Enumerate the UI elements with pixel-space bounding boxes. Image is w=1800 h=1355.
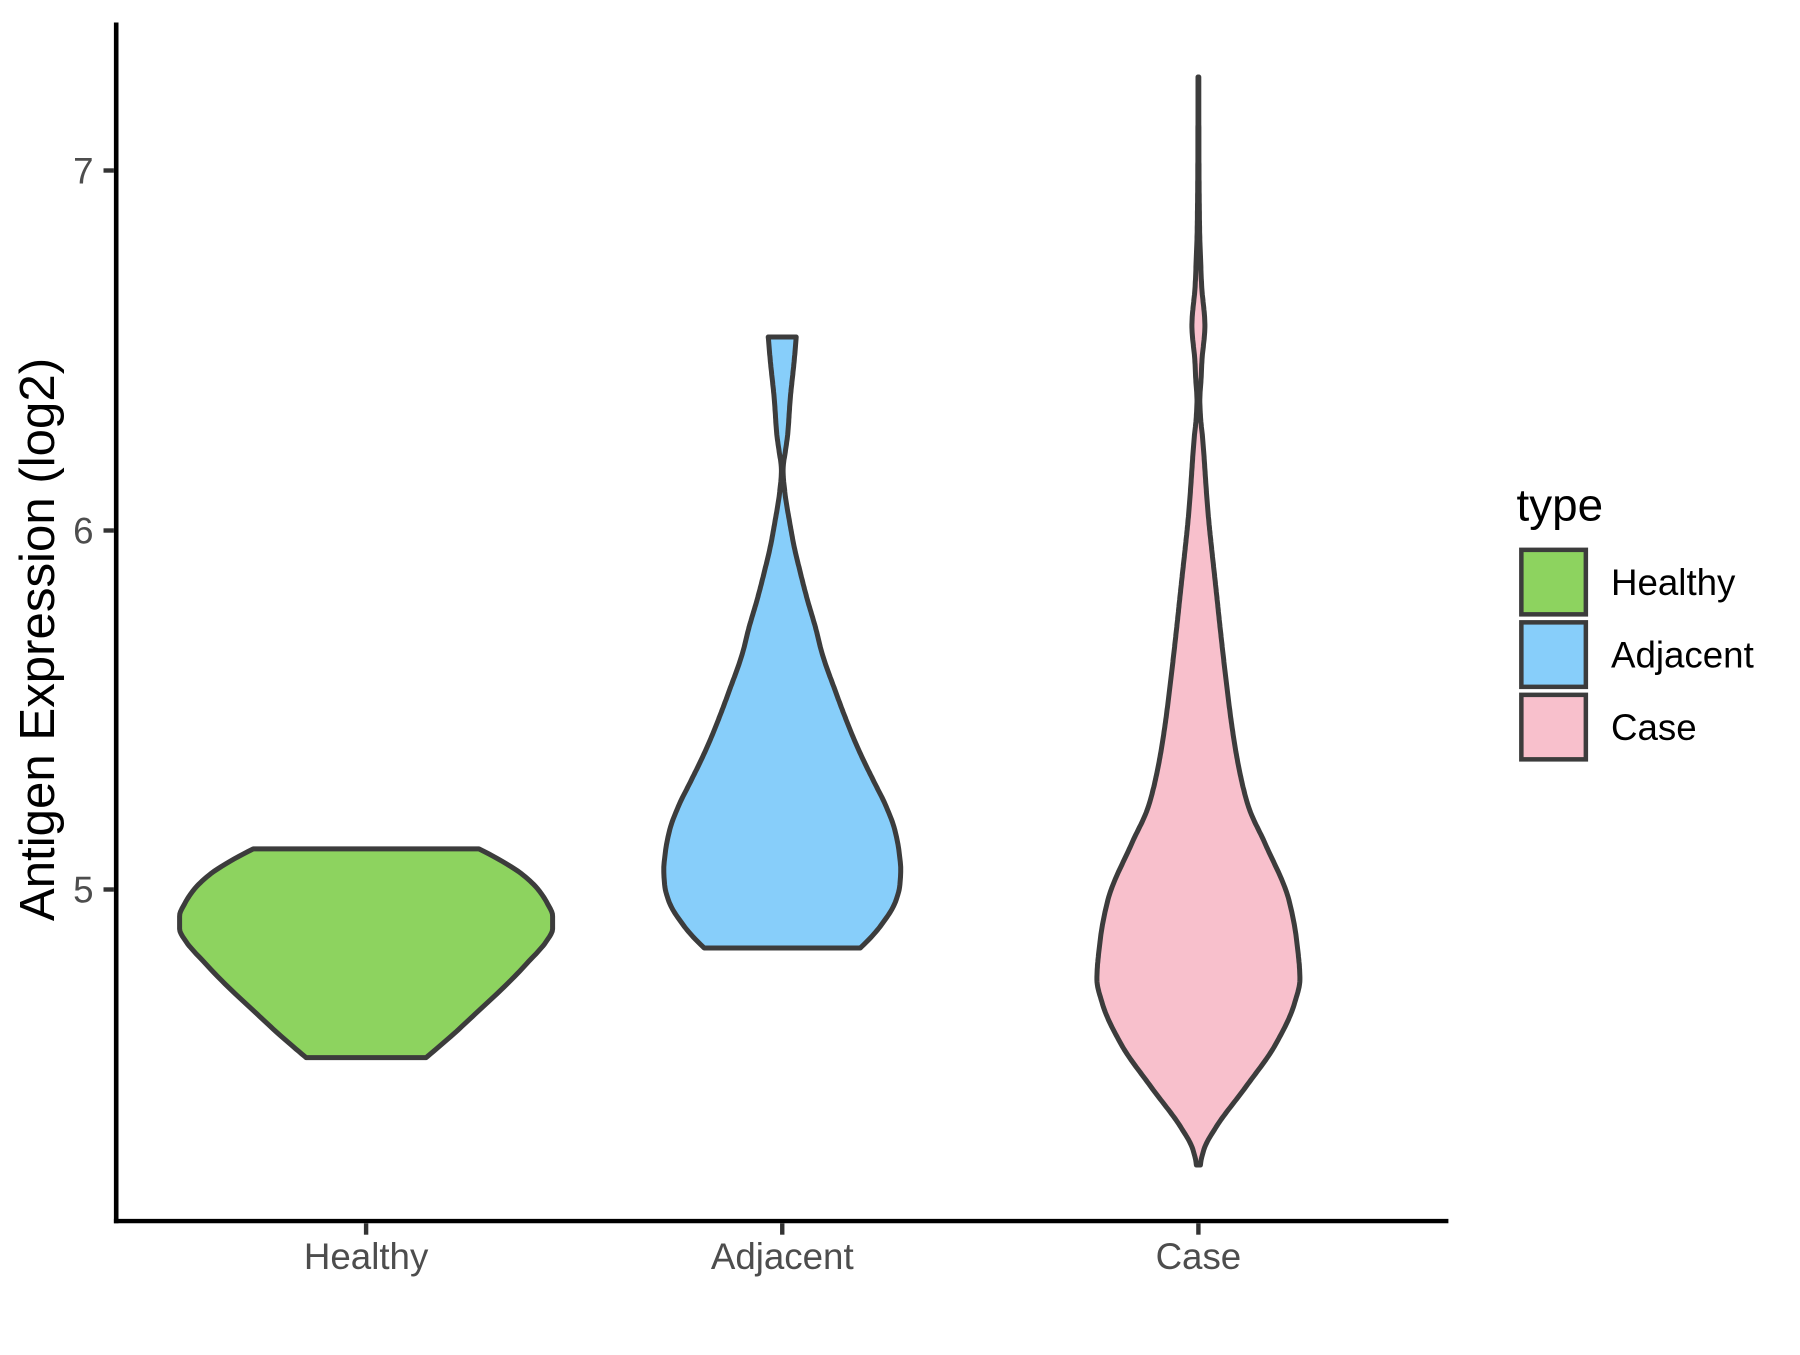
svg-text:Antigen Expression (log2): Antigen Expression (log2) <box>10 358 65 921</box>
svg-text:Adjacent: Adjacent <box>711 1236 854 1277</box>
svg-text:Healthy: Healthy <box>1611 562 1736 603</box>
svg-text:Adjacent: Adjacent <box>1611 634 1754 675</box>
svg-text:Healthy: Healthy <box>304 1236 429 1277</box>
svg-text:5: 5 <box>73 870 93 911</box>
svg-text:Case: Case <box>1611 707 1697 748</box>
svg-text:type: type <box>1517 480 1604 531</box>
svg-text:Case: Case <box>1156 1236 1242 1277</box>
svg-text:6: 6 <box>73 511 93 552</box>
svg-text:7: 7 <box>73 151 93 192</box>
